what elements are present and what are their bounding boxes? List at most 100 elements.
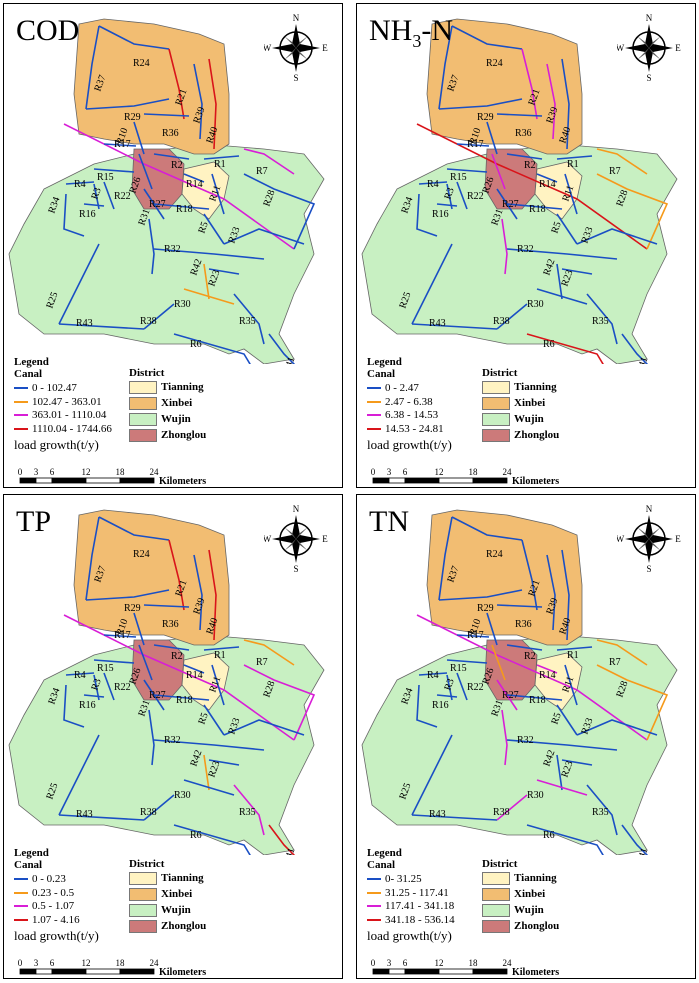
scale-tick-label: 24 [150, 467, 160, 477]
river-label-r31: R33 [226, 226, 242, 245]
scale-segment [119, 477, 155, 484]
canal-r15 [93, 168, 135, 173]
legend-class-label: 117.41 - 341.18 [385, 900, 455, 912]
legend-district-row: Xinbei [482, 396, 545, 410]
canal-r21 [168, 48, 185, 120]
canal-r34 [416, 193, 438, 237]
river-label-r33: R31 [489, 699, 505, 718]
canal-r5 [556, 213, 578, 245]
river-label-r34: R34 [46, 687, 62, 706]
river-label-r35: R35 [592, 807, 609, 818]
canal-r18 [153, 694, 210, 701]
canal-r17 [103, 634, 137, 638]
river-label-r34: R34 [399, 687, 415, 706]
river-label-r6: R6 [190, 830, 202, 841]
map-legend: Legend Canal 0 - 0.23 0.23 - 0.5 0.5 - 1.07 1… [14, 847, 334, 977]
scale-segment [51, 477, 87, 484]
compass-rose-icon: N S W E [617, 13, 681, 82]
river-label-r24: R24 [133, 549, 150, 560]
canal-r29 [85, 98, 170, 110]
river-label-r27: R27 [502, 690, 519, 701]
legend-class-row: 1110.04 - 1744.66 [14, 423, 112, 436]
canal-r5 [556, 704, 578, 736]
legend-district-title: District [129, 858, 165, 870]
river-label-r32: R32 [517, 244, 534, 255]
canal-r22 [103, 672, 115, 701]
river-label-r16: R16 [432, 209, 449, 220]
river-label-r4: R4 [74, 179, 86, 190]
title-subscript: 3 [412, 31, 422, 51]
canal-r39 [193, 63, 203, 140]
legend-district-row: Tianning [482, 380, 557, 394]
river-label-r35: R35 [592, 316, 609, 327]
canal-r36 [143, 113, 190, 117]
canal-r28 [243, 173, 316, 250]
canal-r29 [438, 98, 523, 110]
canal-r16 [83, 203, 105, 207]
canal-r15 [93, 659, 135, 664]
canal-r30 [183, 779, 235, 796]
canal-r6 [173, 824, 251, 855]
compass-s-label: S [293, 564, 298, 573]
river-label-r25: R25 [397, 782, 413, 801]
canal-r1 [556, 155, 593, 160]
river-label-r25: R25 [44, 782, 60, 801]
legend-district-label: Wujin [514, 413, 544, 425]
legend-district-row: Tianning [482, 871, 557, 885]
panel-title: TP [16, 505, 52, 538]
river-label-r16: R16 [79, 700, 96, 711]
canal-r42 [556, 263, 563, 300]
canal-r14 [536, 173, 558, 183]
scale-tick-label: 3 [34, 958, 39, 968]
legend-district-swatch [129, 919, 157, 933]
canal-r34 [63, 193, 85, 237]
river-label-r15: R15 [97, 663, 114, 674]
panel-title: COD [16, 14, 80, 47]
river-label-r14: R14 [186, 670, 203, 681]
legend-line-swatch [367, 400, 381, 403]
river-label-r18: R18 [176, 695, 193, 706]
legend-class-row: 0 - 102.47 [14, 382, 77, 395]
scale-tick-label: 12 [435, 467, 444, 477]
scale-tick-label: 18 [116, 467, 126, 477]
canal-r35 [233, 293, 265, 345]
river-label-r30: R30 [527, 299, 544, 310]
canal-r11 [564, 664, 578, 706]
canal-r33 [501, 709, 508, 766]
river-label-r38: R38 [493, 316, 510, 327]
legend-district-row: Zhonglou [129, 919, 206, 933]
legend-line-swatch [367, 427, 381, 430]
legend-district-swatch [482, 428, 510, 442]
river-label-r42: R42 [541, 749, 557, 768]
legend-class-row: 2.47 - 6.38 [367, 396, 433, 409]
river-label-r17: R17 [467, 139, 484, 150]
river-label-r6: R6 [543, 339, 555, 350]
river-label-r5: R5 [549, 220, 563, 235]
canal-r26 [491, 153, 506, 190]
scale-segment [438, 477, 474, 484]
canal-r23 [561, 268, 593, 275]
legend-district-row: Tianning [129, 871, 204, 885]
legend-district-swatch [129, 396, 157, 410]
legend-district-label: Tianning [161, 872, 204, 884]
scale-unit-label: Kilometers [512, 967, 559, 978]
canal-r33 [148, 218, 155, 275]
canal-r26 [491, 644, 506, 681]
canal-r43 [58, 323, 145, 330]
legend-district-row: Zhonglou [129, 428, 206, 442]
legend-district-row: Wujin [129, 903, 191, 917]
legend-class-row: 117.41 - 341.18 [367, 900, 454, 913]
legend-line-swatch [14, 427, 28, 430]
legend-class-row: 363.01 - 1110.04 [14, 409, 106, 422]
legend-district-swatch [482, 412, 510, 426]
river-label-r37: R37 [92, 565, 108, 584]
legend-district-swatch [129, 903, 157, 917]
canal-r25 [58, 243, 100, 325]
canal-r6 [173, 333, 251, 364]
scale-tick-label: 12 [82, 958, 91, 968]
canal-r11 [211, 173, 225, 215]
